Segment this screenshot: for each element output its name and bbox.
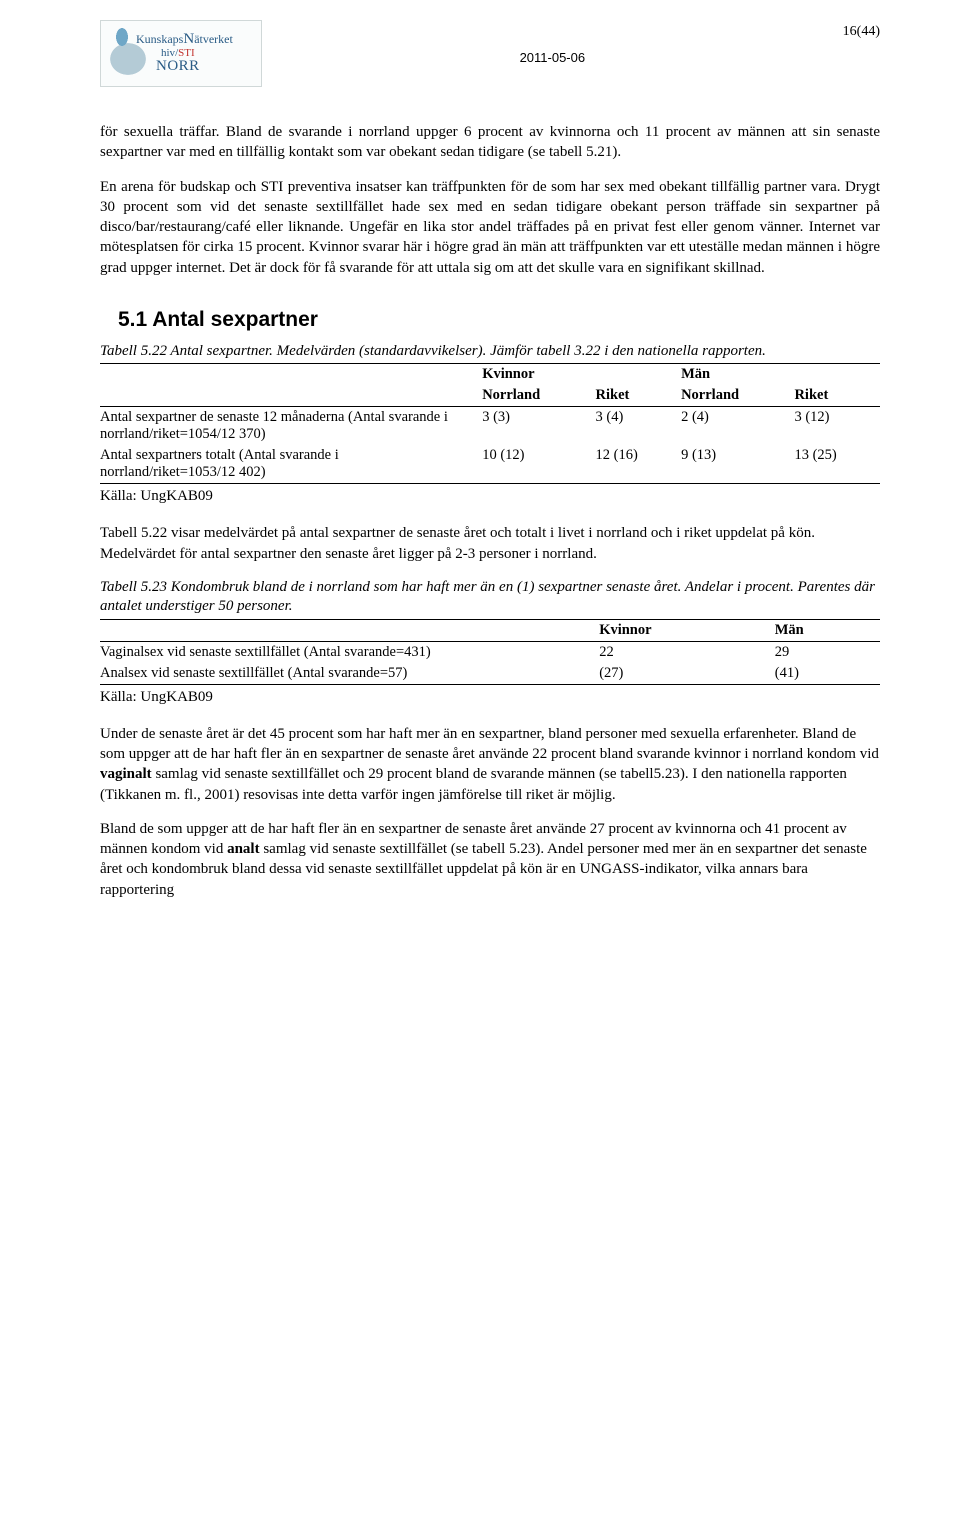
body-paragraph: Tabell 5.22 visar medelvärdet på antal s… <box>100 523 880 564</box>
table-row: Antal sexpartners totalt (Antal svarande… <box>100 445 880 484</box>
body-paragraph: Under de senaste året är det 45 procent … <box>100 724 880 805</box>
document-date: 2011-05-06 <box>262 20 843 65</box>
cell: 2 (4) <box>681 407 794 446</box>
cell: 9 (13) <box>681 445 794 484</box>
cell: 13 (25) <box>794 445 880 484</box>
section-heading-5-1: 5.1 Antal sexpartner <box>118 308 880 332</box>
body-paragraph: En arena för budskap och STI preventiva … <box>100 177 880 278</box>
table-head-row: Kvinnor Män <box>100 619 880 641</box>
table-row: Antal sexpartner de senaste 12 månaderna… <box>100 407 880 446</box>
row-label: Antal sexpartner de senaste 12 månaderna… <box>100 407 482 446</box>
cell: (27) <box>599 663 775 685</box>
cell: (41) <box>775 663 880 685</box>
col-norrland: Norrland <box>681 385 794 407</box>
logo: KunskapsNätverket hiv/STI NORR <box>100 20 262 87</box>
page-number: 16(44) <box>843 20 880 40</box>
col-norrland: Norrland <box>482 385 595 407</box>
table-row: Analsex vid senaste sextillfället (Antal… <box>100 663 880 685</box>
table-caption-5-22: Tabell 5.22 Antal sexpartner. Medelvärde… <box>100 342 880 362</box>
cell: 3 (4) <box>596 407 682 446</box>
cell: 12 (16) <box>596 445 682 484</box>
col-riket: Riket <box>596 385 682 407</box>
col-kvinnor: Kvinnor <box>599 619 775 641</box>
table-row: Vaginalsex vid senaste sextillfället (An… <box>100 641 880 663</box>
row-label: Antal sexpartners totalt (Antal svarande… <box>100 445 482 484</box>
cell: 29 <box>775 641 880 663</box>
row-label: Analsex vid senaste sextillfället (Antal… <box>100 663 599 685</box>
body-paragraph: Bland de som uppger att de har haft fler… <box>100 819 880 900</box>
cell: 3 (12) <box>794 407 880 446</box>
table-source: Källa: UngKAB09 <box>100 689 880 706</box>
table-source: Källa: UngKAB09 <box>100 488 880 505</box>
table-caption-5-23: Tabell 5.23 Kondombruk bland de i norrla… <box>100 578 880 617</box>
logo-line1: KunskapsNätverket <box>136 32 233 48</box>
cell: 22 <box>599 641 775 663</box>
cell: 3 (3) <box>482 407 595 446</box>
page-header: KunskapsNätverket hiv/STI NORR 2011-05-0… <box>100 20 880 87</box>
table-5-22: Kvinnor Män Norrland Riket Norrland Rike… <box>100 363 880 484</box>
row-label: Vaginalsex vid senaste sextillfället (An… <box>100 641 599 663</box>
col-riket: Riket <box>794 385 880 407</box>
cell: 10 (12) <box>482 445 595 484</box>
table-5-23: Kvinnor Män Vaginalsex vid senaste sexti… <box>100 619 880 685</box>
logo-line3: NORR <box>156 59 233 75</box>
col-group-man: Män <box>681 364 880 386</box>
col-group-kvinnor: Kvinnor <box>482 364 681 386</box>
col-man: Män <box>775 619 880 641</box>
body-paragraph: för sexuella träffar. Bland de svarande … <box>100 122 880 163</box>
